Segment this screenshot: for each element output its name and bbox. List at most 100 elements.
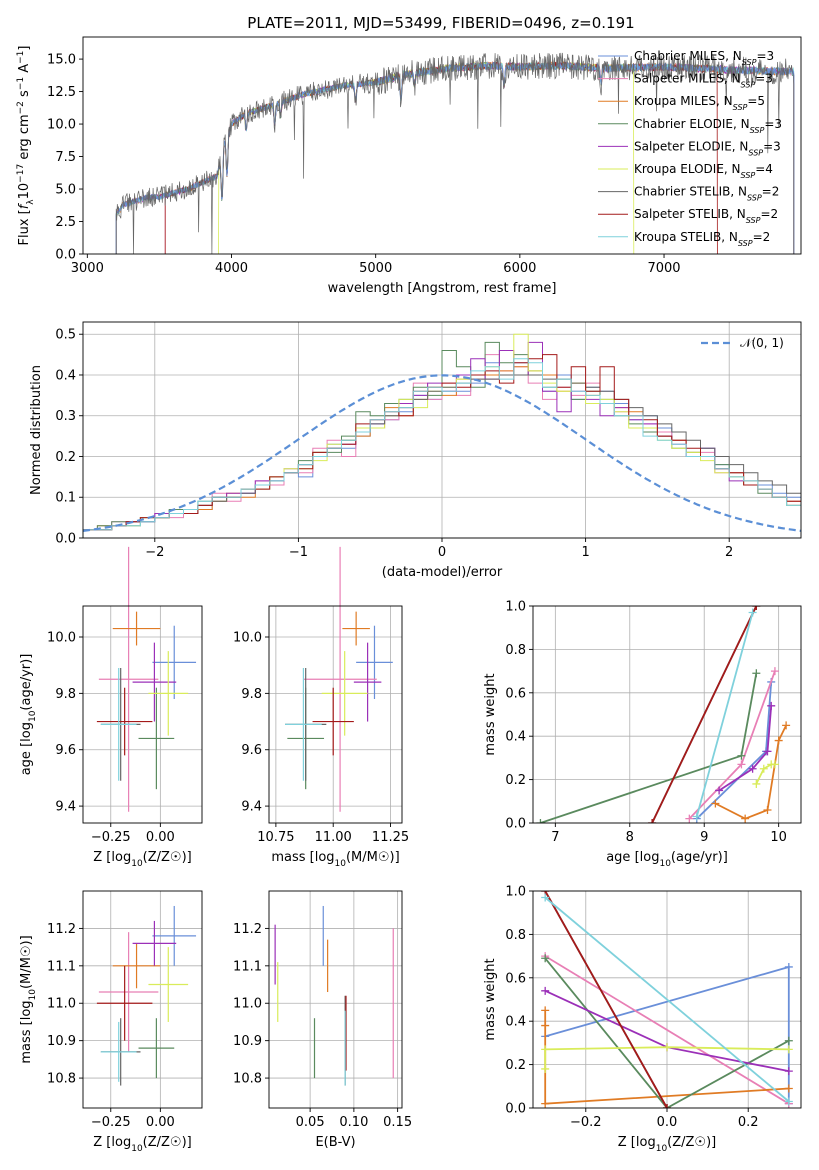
label-part: ]	[17, 46, 32, 51]
label-part: SSP	[746, 216, 761, 225]
weight-marker	[752, 669, 761, 678]
y-tick-label: 1.0	[505, 885, 526, 900]
errorbar-point	[152, 905, 197, 966]
y-tick-label: 0.3	[55, 409, 76, 424]
label-part: SSP	[747, 193, 762, 202]
errorbar-point	[98, 546, 159, 812]
x-tick-label: 0.00	[146, 830, 175, 845]
label-part: s	[17, 90, 32, 101]
y-tick-label: 5.0	[55, 183, 76, 198]
y-tick-label: 0.4	[505, 730, 526, 745]
x-tick-label: 0.05	[296, 1115, 325, 1130]
label-part: mass weight	[483, 958, 498, 1040]
weight-marker	[663, 1104, 671, 1108]
histogram-series	[82, 333, 801, 538]
label-part: mass [	[19, 1020, 34, 1063]
label-part: SSP	[748, 148, 763, 157]
age_vs_Z-x-axis-label: Z [log10(Z/Z☉)]	[93, 850, 191, 869]
label-part: Chabrier MILES, N	[634, 49, 742, 63]
x-tick-label: 0.0	[657, 1115, 678, 1130]
spectrum-line-kroupa-stelib	[115, 61, 795, 254]
y-tick-label: 9.4	[241, 800, 262, 815]
label-part: =5	[747, 94, 765, 108]
label-part: SSP	[741, 171, 756, 180]
age_vs_mass-x-axis-label: mass [log10(M/M☉)]	[271, 850, 399, 869]
weight-marker	[692, 812, 701, 821]
y-tick-label: 11.2	[47, 922, 76, 937]
label-part: Kroupa STELIB, N	[634, 230, 738, 244]
weight_vs_age-axes: 7 8 9 10 0.0 0.2 0.4 0.6 0.8 1.0	[505, 600, 801, 845]
errorbar-point	[112, 611, 161, 646]
residuals-x-axis-label: (data-model)/error	[382, 565, 503, 580]
weight-marker	[741, 814, 750, 823]
label-part: A	[17, 64, 32, 77]
x-tick-label: 1	[581, 545, 589, 560]
x-tick-label: 0	[438, 545, 446, 560]
x-tick-label: 10	[770, 830, 787, 845]
label-part: wavelength [Angstrom, rest frame]	[328, 281, 557, 296]
x-tick-label: 0.15	[383, 1115, 412, 1130]
y-tick-label: 9.8	[55, 687, 76, 702]
label-part: (age/yr)]	[671, 850, 728, 865]
errorbar-point	[342, 611, 370, 646]
weight_vs_age-x-axis-label: age [log10(age/yr)]	[606, 850, 728, 869]
legend-entry: Chabrier ELODIE, NSSP=3	[634, 117, 782, 135]
label-part: mass [	[271, 850, 314, 865]
label-part: SSP	[741, 80, 756, 89]
mass_vs_Z-frame	[82, 890, 203, 1109]
label-part: Salpeter STELIB, N	[634, 207, 746, 221]
mass_vs_ebv-errorbars	[274, 905, 394, 1086]
weight-marker	[774, 736, 783, 745]
label-part: Kroupa ELODIE, N	[634, 162, 741, 176]
legend-entry: Salpeter ELODIE, NSSP=3	[634, 139, 781, 157]
y-tick-label: 9.6	[241, 743, 262, 758]
weight-marker	[541, 1021, 550, 1030]
y-tick-label: 0.2	[505, 773, 526, 788]
label-part: =4	[755, 162, 773, 176]
label-part: 10	[17, 183, 32, 200]
spectrum-y-axis-label: Flux [fλ10−17 erg cm−2 s−1 A−1]	[16, 46, 36, 246]
spectrum-line-chabrier-stelib	[115, 52, 795, 254]
x-tick-label: 9	[700, 830, 708, 845]
weight-marker	[784, 1045, 793, 1054]
age_vs_mass-frame	[268, 605, 403, 824]
label-part: −2	[16, 101, 26, 114]
errorbar-point	[353, 642, 382, 722]
legend-entry: Kroupa MILES, NSSP=5	[634, 94, 765, 112]
weight-line-kroupa-elodie	[544, 1046, 789, 1069]
label-part: =3	[764, 117, 782, 131]
y-tick-label: 10.0	[47, 118, 76, 133]
x-tick-label: 11.25	[372, 830, 409, 845]
x-tick-label: 7	[551, 830, 559, 845]
label-part: Flux [	[17, 209, 32, 245]
spectrum-line-salpeter-elodie	[115, 60, 795, 254]
weight-marker	[770, 667, 779, 676]
y-tick-label: 0.1	[55, 491, 76, 506]
label-part: SSP	[750, 125, 765, 134]
weight_vs_age-frame	[532, 605, 802, 824]
label-part: (M/M☉)]	[346, 850, 400, 865]
spectrum-lines	[115, 52, 795, 254]
weight_vs_age-series	[536, 606, 791, 823]
spectrum-line-chabrier-miles	[115, 61, 795, 254]
y-tick-label: 11.1	[233, 959, 262, 974]
label-part: =2	[762, 185, 780, 199]
mass_vs_Z-errorbars	[96, 905, 197, 1086]
spectrum-line-salpeter-stelib	[164, 61, 718, 254]
mass_vs_ebv-x-axis-label: E(B-V)	[315, 1135, 355, 1150]
label-part: Salpeter ELODIE, N	[634, 139, 748, 153]
y-tick-label: 0.0	[55, 532, 76, 547]
label-part: age [	[606, 850, 639, 865]
y-tick-label: 0.4	[55, 368, 76, 383]
weight_vs_age-y-axis-label: mass weight	[483, 673, 498, 755]
weight-marker	[784, 962, 793, 971]
age_vs_Z-axes: −0.25 0.00 9.4 9.6 9.8 10.0	[47, 606, 202, 845]
label-part: Chabrier STELIB, N	[634, 185, 747, 199]
weight-marker	[541, 1045, 550, 1054]
label-part: Salpeter MILES, N	[634, 72, 741, 86]
x-tick-label: 11.00	[315, 830, 352, 845]
weight-marker	[663, 1043, 671, 1052]
label-part: (M/M☉)]	[19, 935, 34, 989]
age_vs_mass-errorbars	[285, 546, 393, 812]
